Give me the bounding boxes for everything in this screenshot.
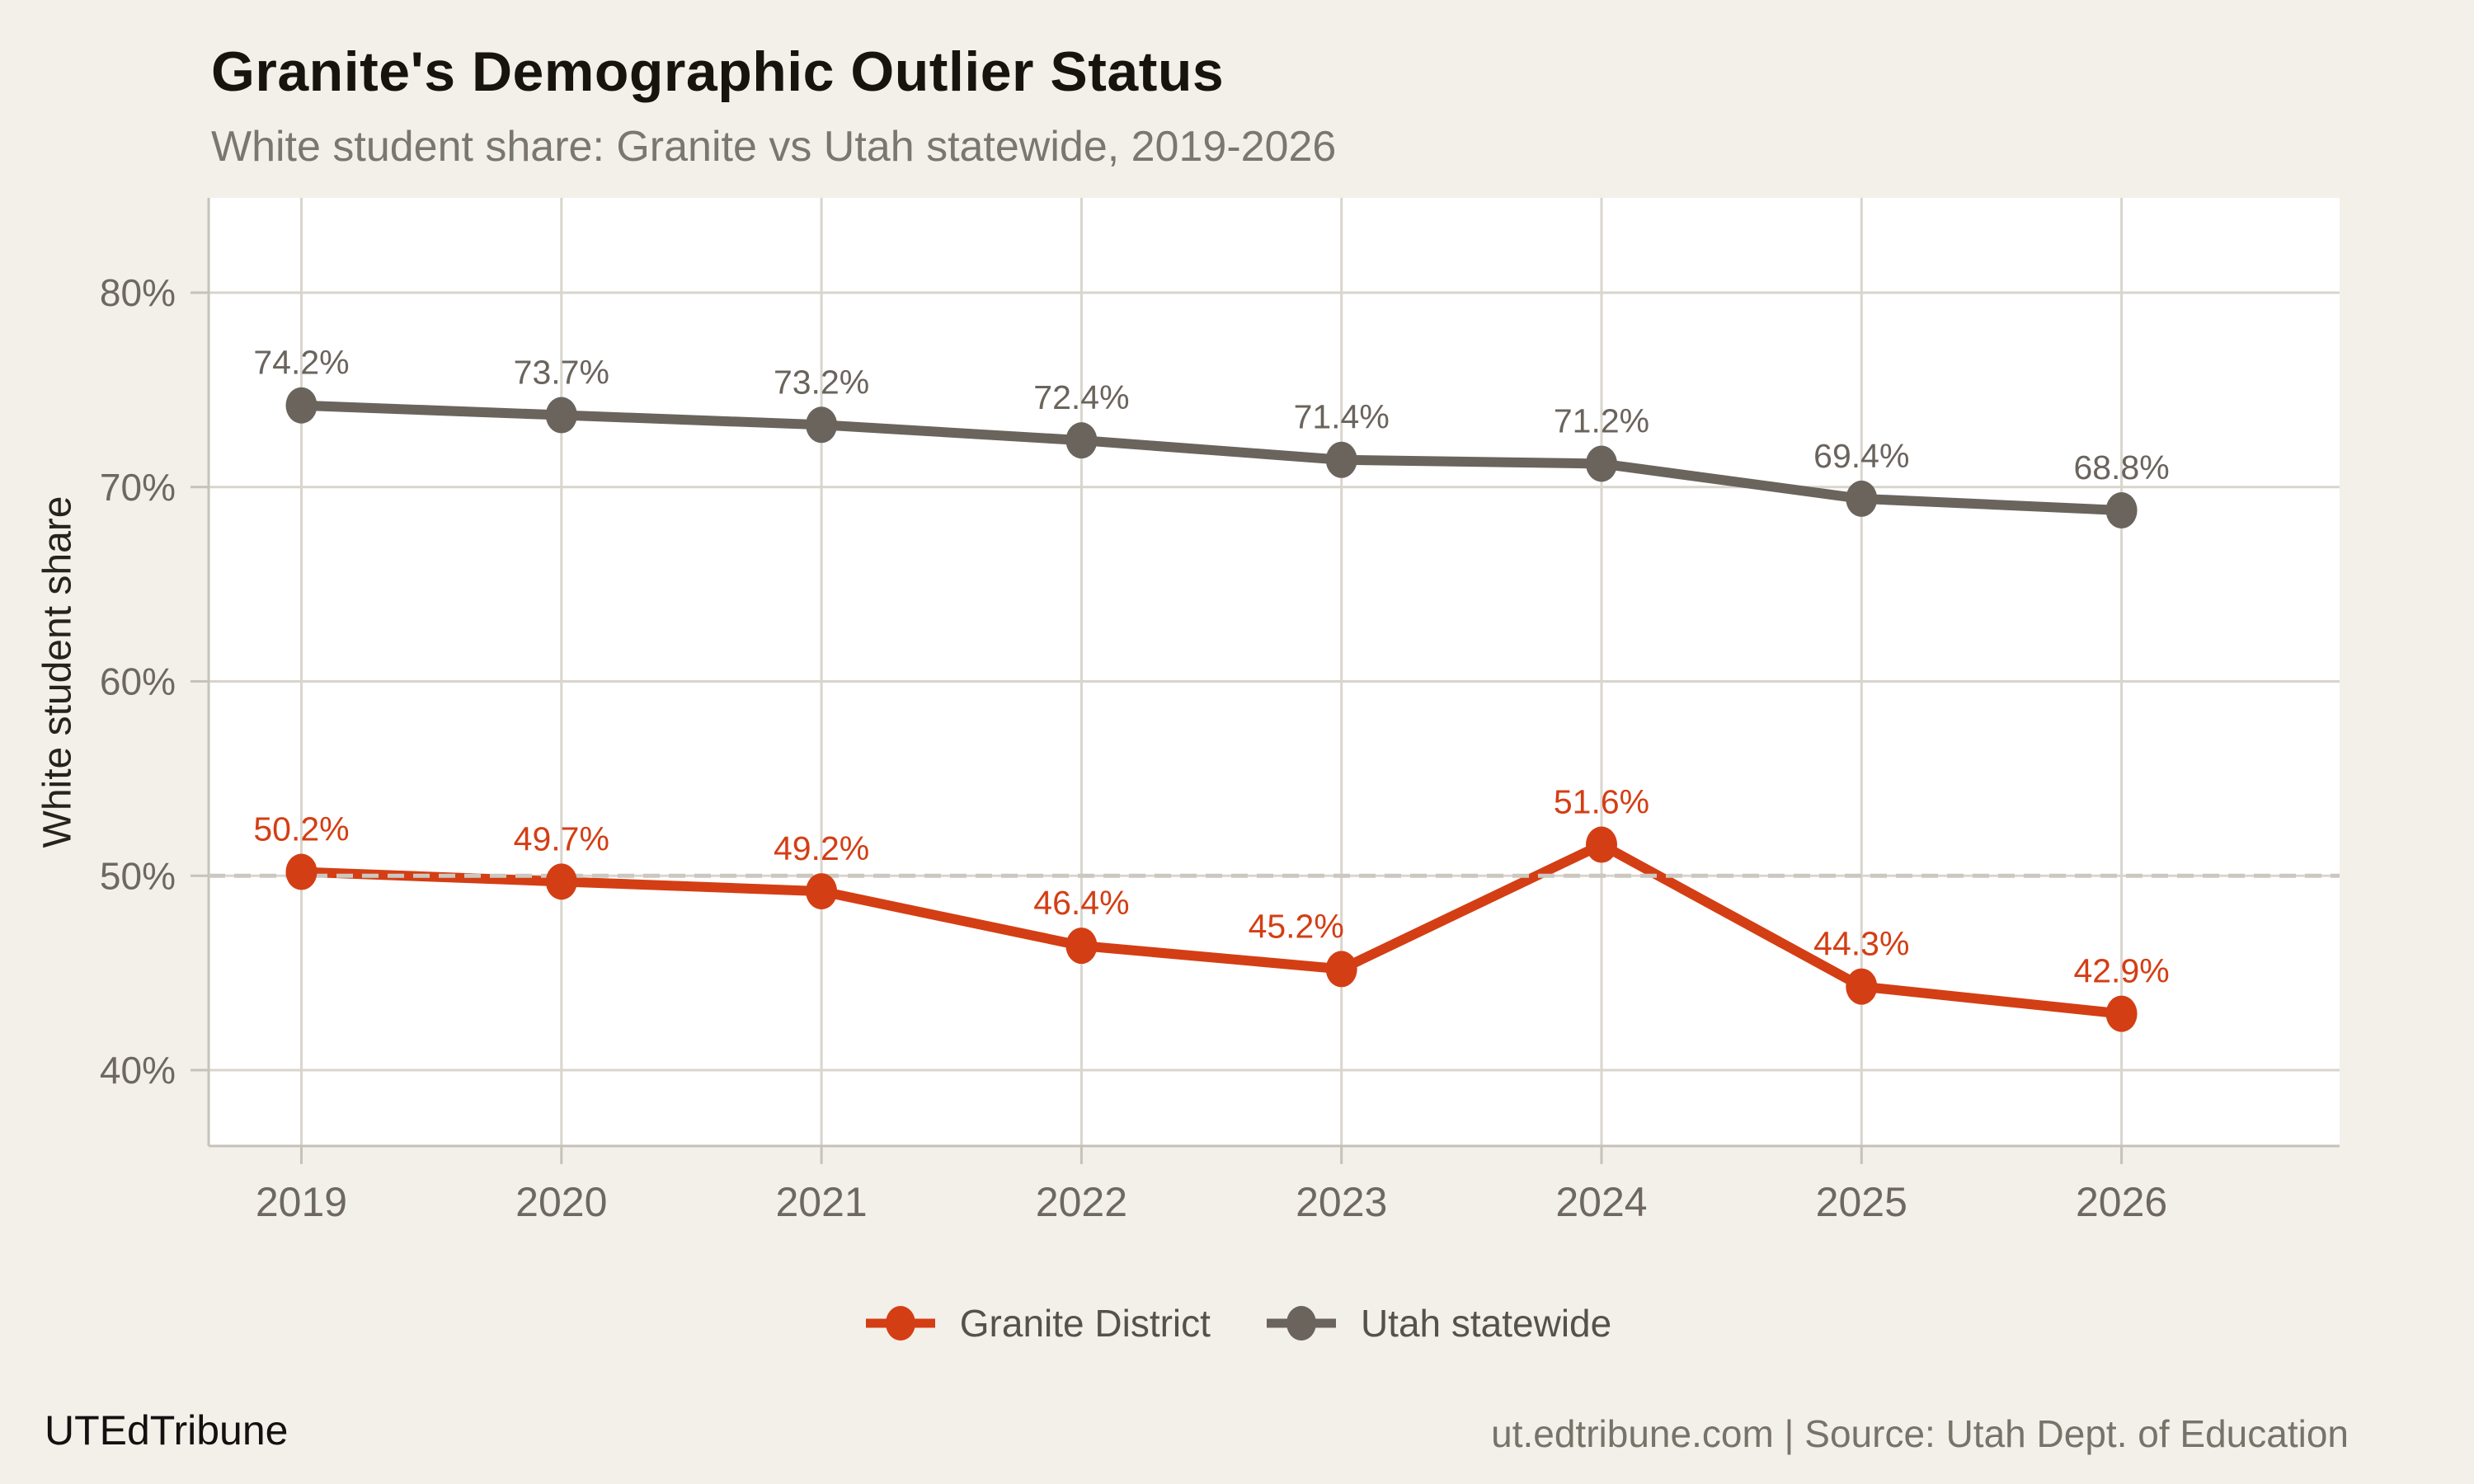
data-label-utah-statewide-2024: 71.2% — [1554, 402, 1649, 439]
data-label-granite-district-2022: 46.4% — [1033, 884, 1129, 922]
legend-key-point — [1286, 1306, 1316, 1341]
data-label-granite-district-2020: 49.7% — [514, 819, 609, 857]
x-tick-label: 2024 — [1555, 1179, 1647, 1225]
y-tick-label: 50% — [100, 854, 176, 897]
x-tick-label: 2023 — [1296, 1179, 1387, 1225]
data-point-granite-district-2025 — [1846, 968, 1878, 1005]
data-point-utah-statewide-2020 — [545, 397, 577, 434]
data-label-utah-statewide-2026: 68.8% — [2073, 448, 2169, 486]
data-label-granite-district-2023: 45.2% — [1249, 907, 1344, 945]
x-tick-label: 2026 — [2076, 1179, 2167, 1225]
data-label-utah-statewide-2019: 74.2% — [253, 344, 349, 382]
data-point-granite-district-2021 — [806, 873, 838, 910]
y-tick-label: 80% — [100, 271, 176, 314]
data-label-utah-statewide-2022: 72.4% — [1033, 378, 1129, 416]
series-line-utah-statewide — [296, 400, 2127, 516]
x-tick-label: 2019 — [256, 1179, 347, 1225]
plot-panel — [209, 198, 2340, 1146]
data-point-utah-statewide-2022 — [1065, 422, 1098, 459]
data-point-utah-statewide-2026 — [2105, 492, 2138, 529]
data-label-granite-district-2026: 42.9% — [2073, 952, 2169, 990]
data-label-granite-district-2024: 51.6% — [1554, 783, 1649, 821]
legend-key-icon — [865, 1306, 935, 1341]
x-tick-label: 2021 — [775, 1179, 867, 1225]
chart-title: Granite's Demographic Outlier Status — [211, 40, 1225, 103]
data-label-granite-district-2021: 49.2% — [774, 829, 869, 867]
y-tick-label: 60% — [100, 660, 176, 703]
data-point-granite-district-2024 — [1586, 826, 1617, 863]
y-tick-label: 70% — [100, 466, 176, 509]
data-label-utah-statewide-2020: 73.7% — [514, 354, 609, 392]
legend-item-utah-statewide: Utah statewide — [1263, 1300, 1611, 1346]
legend-key-icon — [1266, 1306, 1336, 1341]
legend-key-point — [885, 1306, 915, 1341]
data-label-utah-statewide-2023: 71.4% — [1294, 398, 1390, 436]
data-point-utah-statewide-2019 — [285, 387, 317, 424]
data-point-granite-district-2023 — [1325, 951, 1357, 988]
data-label-utah-statewide-2025: 69.4% — [1813, 437, 1909, 475]
series-line-granite-district — [296, 839, 2127, 1019]
data-point-utah-statewide-2021 — [806, 406, 838, 444]
legend-label: Utah statewide — [1360, 1302, 1612, 1345]
legend-item-granite-district: Granite District — [863, 1300, 1211, 1346]
brand-logo-text: UTEdTribune — [45, 1407, 289, 1453]
data-point-granite-district-2020 — [545, 863, 577, 900]
source-attribution: ut.edtribune.com | Source: Utah Dept. of… — [1491, 1412, 2349, 1455]
data-point-granite-district-2019 — [285, 853, 317, 890]
data-point-granite-district-2026 — [2105, 995, 2138, 1032]
x-tick-label: 2025 — [1816, 1179, 1907, 1225]
data-point-utah-statewide-2024 — [1586, 445, 1617, 482]
data-point-utah-statewide-2025 — [1846, 480, 1878, 517]
data-label-utah-statewide-2021: 73.2% — [774, 363, 869, 401]
chart-subtitle: White student share: Granite vs Utah sta… — [211, 123, 1337, 171]
x-tick-label: 2022 — [1036, 1179, 1127, 1225]
data-label-granite-district-2019: 50.2% — [253, 810, 349, 848]
data-point-granite-district-2022 — [1065, 928, 1098, 965]
y-tick-label: 40% — [100, 1049, 176, 1092]
legend-label: Granite District — [959, 1302, 1211, 1345]
data-point-utah-statewide-2023 — [1325, 441, 1357, 478]
x-tick-label: 2020 — [515, 1179, 607, 1225]
chart-legend: Granite District Utah statewide — [0, 1286, 2474, 1360]
data-label-granite-district-2025: 44.3% — [1813, 925, 1909, 963]
